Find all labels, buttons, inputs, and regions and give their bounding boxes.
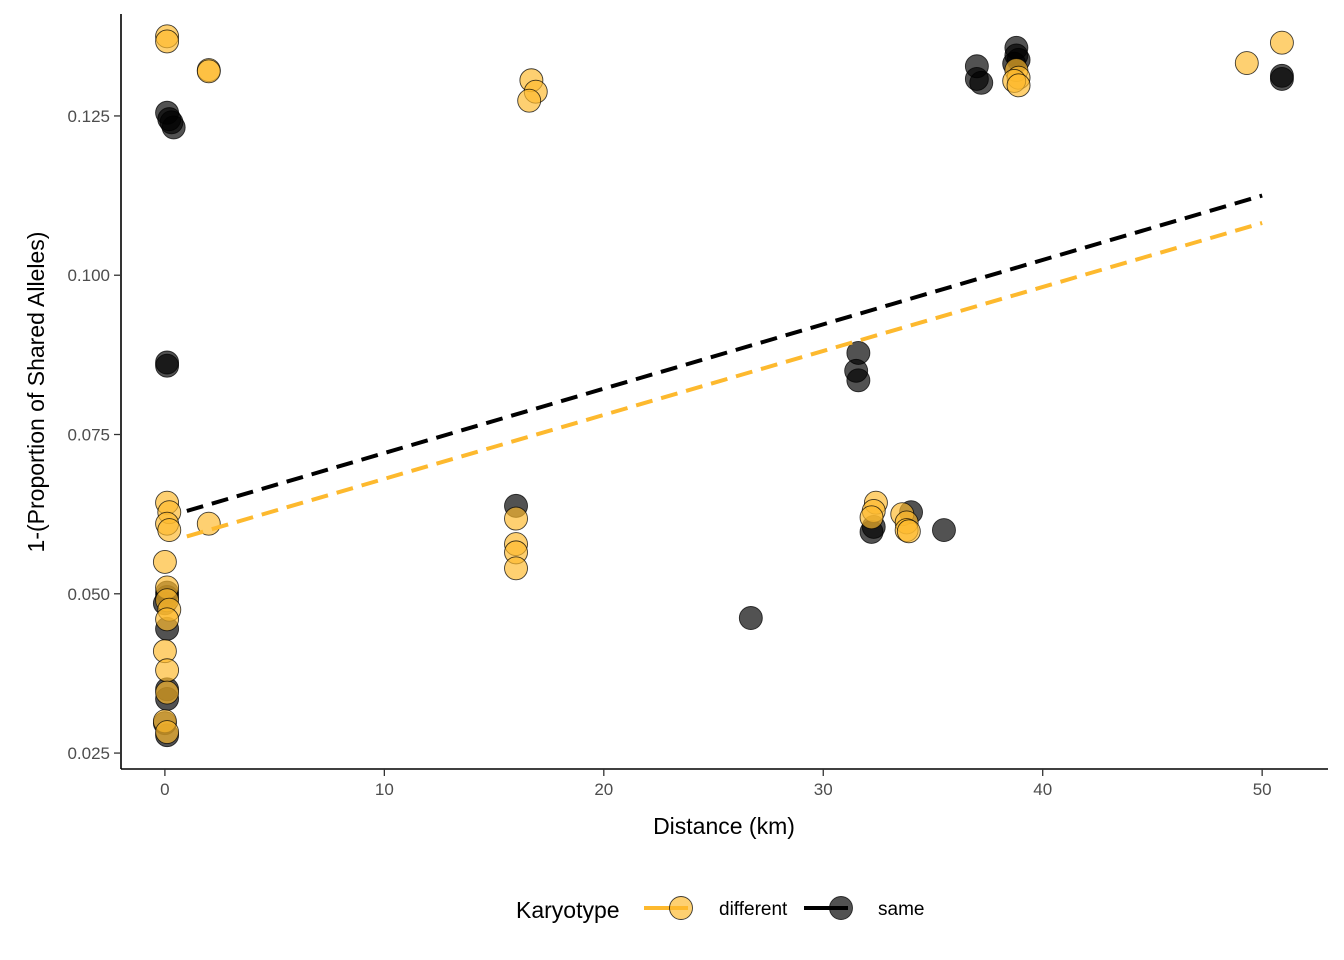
data-point-different bbox=[152, 549, 177, 574]
data-point-same bbox=[932, 518, 956, 543]
x-tick-label: 50 bbox=[1253, 780, 1272, 799]
data-point-different bbox=[1006, 73, 1031, 98]
data-point-different bbox=[859, 505, 884, 530]
series-different-points bbox=[152, 24, 1294, 744]
data-point-same bbox=[738, 606, 763, 630]
data-point-different bbox=[504, 556, 528, 581]
data-point-different bbox=[157, 518, 182, 543]
data-point-same bbox=[155, 353, 180, 378]
x-tick-label: 10 bbox=[375, 780, 394, 799]
data-point-different bbox=[896, 519, 921, 544]
legend-entries: different same bbox=[644, 896, 924, 920]
data-point-different bbox=[155, 607, 180, 632]
axes-layer bbox=[120, 14, 1328, 770]
legend-key-point bbox=[669, 896, 693, 920]
x-tick-label: 0 bbox=[160, 780, 169, 799]
y-axis-ticks: 0.025 0.050 0.075 0.100 0.125 bbox=[67, 107, 121, 763]
y-tick-label: 0.025 bbox=[67, 744, 110, 763]
data-point-different bbox=[504, 506, 528, 531]
data-point-different bbox=[517, 88, 542, 113]
data-point-same bbox=[846, 368, 871, 393]
trend-line-different bbox=[186, 221, 1263, 539]
y-tick-label: 0.050 bbox=[67, 585, 110, 604]
data-point-same bbox=[161, 115, 186, 140]
x-axis-title: Distance (km) bbox=[653, 813, 795, 839]
legend-entry-same: same bbox=[804, 896, 924, 920]
points-layer bbox=[152, 24, 1294, 748]
trend-layer bbox=[186, 193, 1263, 539]
data-point-different bbox=[1234, 51, 1259, 76]
y-tick-label: 0.100 bbox=[67, 266, 110, 285]
x-tick-label: 40 bbox=[1033, 780, 1052, 799]
legend-label: different bbox=[719, 899, 788, 920]
data-point-same bbox=[1269, 67, 1294, 91]
data-point-different bbox=[196, 59, 221, 84]
data-point-different bbox=[155, 720, 180, 744]
trend-line-same bbox=[186, 193, 1263, 513]
data-point-different bbox=[155, 680, 180, 705]
data-point-same bbox=[969, 70, 994, 95]
data-point-different bbox=[1269, 30, 1294, 55]
legend-key-point bbox=[829, 896, 853, 920]
legend-title: Karyotype bbox=[516, 897, 620, 923]
y-tick-label: 0.125 bbox=[67, 107, 110, 126]
x-tick-label: 30 bbox=[814, 780, 833, 799]
legend-entry-different: different bbox=[644, 896, 788, 920]
y-axis-title: 1-(Proportion of Shared Alleles) bbox=[23, 232, 49, 553]
legend-label: same bbox=[878, 899, 924, 920]
legend: Karyotype different same bbox=[516, 896, 924, 923]
y-tick-label: 0.075 bbox=[67, 426, 110, 445]
x-axis-ticks: 0 10 20 30 40 50 bbox=[160, 769, 1272, 799]
data-point-different bbox=[155, 29, 180, 54]
x-tick-label: 20 bbox=[594, 780, 613, 799]
data-point-different bbox=[155, 658, 180, 683]
